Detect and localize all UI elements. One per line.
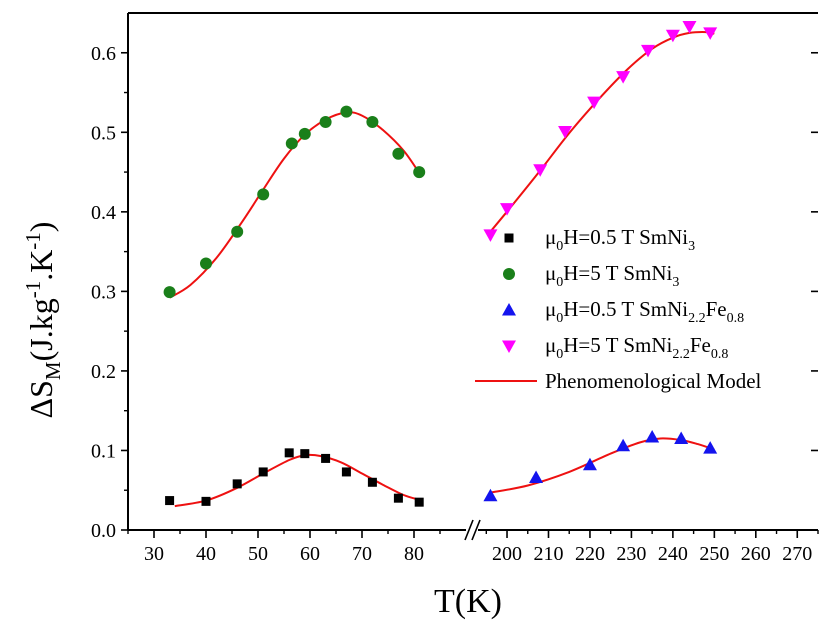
data-point <box>500 203 515 216</box>
y-axis-label: ΔSM(J.kg-1.K-1) <box>21 222 65 419</box>
data-point <box>258 467 268 477</box>
data-markers <box>163 21 718 507</box>
legend-entry-fit: Phenomenological Model <box>475 369 762 393</box>
legend-marker <box>504 233 514 243</box>
y-tick-label: 0.6 <box>91 43 116 65</box>
data-point <box>703 27 718 40</box>
x-tick-label: 220 <box>575 543 605 565</box>
legend-marker <box>502 303 516 316</box>
data-point <box>366 115 379 128</box>
legend-entry: μ0H=5 T SmNi3 <box>503 261 679 290</box>
x-tick-label: 200 <box>492 543 522 565</box>
data-point <box>682 21 697 34</box>
y-tick-label: 0.0 <box>91 520 116 542</box>
x-tick-label: 30 <box>144 543 164 565</box>
data-point <box>483 488 498 502</box>
data-point <box>393 493 403 503</box>
data-point <box>298 127 311 140</box>
data-point <box>392 147 405 160</box>
data-point <box>413 166 426 179</box>
data-point <box>367 477 377 487</box>
data-point <box>587 96 602 110</box>
data-point <box>645 429 660 443</box>
data-point <box>340 105 353 118</box>
x-tick-label: 240 <box>658 543 688 565</box>
data-point <box>321 453 331 463</box>
legend-label: μ0H=5 T SmNi3 <box>545 261 679 290</box>
x-tick-label: 260 <box>741 543 771 565</box>
x-tick-label: 60 <box>300 543 320 565</box>
x-tick-label: 250 <box>699 543 729 565</box>
data-point <box>257 188 270 201</box>
legend-label: μ0H=0.5 T SmNi3 <box>545 225 695 254</box>
legend-label: μ0H=0.5 T SmNi2.2Fe0.8 <box>545 297 744 326</box>
x-tick-label: 230 <box>616 543 646 565</box>
y-tick-label: 0.1 <box>91 440 116 462</box>
data-point <box>232 479 242 489</box>
y-axis: 0.0 0.1 0.2 0.3 0.4 0.5 0.6 <box>91 43 128 542</box>
legend-marker <box>502 340 516 353</box>
legend-marker <box>503 268 515 280</box>
data-point <box>674 431 689 445</box>
data-point <box>341 467 351 477</box>
legend-entry: μ0H=0.5 T SmNi2.2Fe0.8 <box>502 297 744 326</box>
x-tick-label: 40 <box>196 543 216 565</box>
data-point <box>231 225 244 238</box>
data-point <box>529 470 544 484</box>
y-tick-label: 0.4 <box>91 202 116 224</box>
y-tick-label: 0.5 <box>91 122 116 144</box>
fit-curve <box>490 437 715 494</box>
y-tick-label: 0.3 <box>91 281 116 303</box>
data-point <box>533 164 548 177</box>
data-point <box>665 29 680 43</box>
x-tick-label: 70 <box>352 543 372 565</box>
data-point <box>201 496 211 506</box>
data-point <box>163 286 176 299</box>
data-point <box>703 441 718 454</box>
x-tick-label: 50 <box>248 543 268 565</box>
data-point <box>285 137 298 150</box>
data-point <box>558 126 573 139</box>
data-point <box>616 71 631 84</box>
x-tick-label: 270 <box>782 543 812 565</box>
x-axis-label: T(K) <box>434 583 502 620</box>
data-point <box>319 115 332 128</box>
axis-break <box>464 519 481 541</box>
data-point <box>483 229 498 242</box>
data-point <box>165 496 175 506</box>
x-tick-label: 210 <box>533 543 563 565</box>
y-tick-label: 0.2 <box>91 361 116 383</box>
x-tick-label: 80 <box>404 543 424 565</box>
data-point <box>641 44 655 58</box>
legend-entry: μ0H=5 T SmNi2.2Fe0.8 <box>502 333 728 362</box>
data-point <box>582 457 597 471</box>
data-point <box>200 257 212 270</box>
legend-label: μ0H=5 T SmNi2.2Fe0.8 <box>545 333 728 362</box>
data-point <box>284 448 294 458</box>
data-point <box>300 449 310 459</box>
legend-label: Phenomenological Model <box>545 369 762 393</box>
legend: μ0H=0.5 T SmNi3 μ0H=5 T SmNi3 μ0H=0.5 T Sm… <box>475 225 762 393</box>
fit-curve <box>174 453 420 508</box>
data-point <box>414 497 424 507</box>
fit-curve <box>489 31 715 233</box>
plot-frame <box>127 12 818 541</box>
data-point <box>616 438 631 452</box>
legend-entry: μ0H=0.5 T SmNi3 <box>504 225 695 254</box>
x-axis: 30 40 50 60 70 80 200 210 220 230 240 250 260 270 <box>127 530 819 565</box>
